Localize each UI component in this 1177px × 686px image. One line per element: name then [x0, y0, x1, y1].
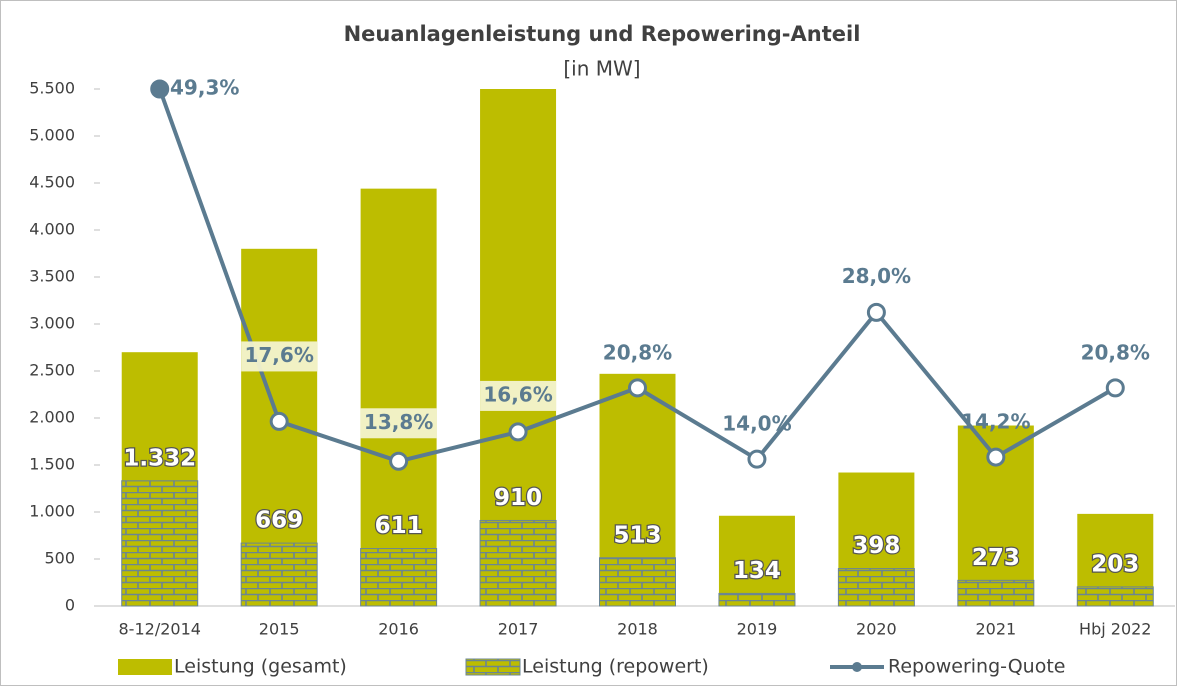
x-tick-label: 2017 [498, 620, 539, 639]
bar-repowered [599, 557, 676, 607]
label-box [360, 408, 437, 439]
point-quote [1105, 378, 1125, 398]
point-quote [986, 447, 1006, 467]
legend-swatch [852, 662, 862, 672]
bar-repowered [121, 480, 199, 607]
point-quote [389, 451, 409, 471]
line-label: 28,0% [842, 264, 911, 288]
bar-label: 203 [1091, 551, 1139, 577]
y-tick-label: 4.000 [29, 220, 75, 239]
y-tick-label: 3.000 [29, 314, 75, 333]
line-label: 49,3% [170, 76, 239, 100]
line-label: 13,8% [364, 410, 433, 434]
x-tick-label: 2015 [259, 620, 300, 639]
line-label: 20,8% [1081, 340, 1150, 364]
bar-total [360, 188, 437, 606]
bar-label: 273 [972, 545, 1020, 571]
x-tick-label: 2016 [378, 620, 419, 639]
line-label: 16,6% [483, 382, 552, 406]
bar-repowered [718, 592, 796, 607]
bar-repowered [240, 542, 318, 607]
y-tick-label: 500 [44, 549, 75, 568]
x-tick-label: Hbj 2022 [1079, 620, 1151, 639]
point-quote [508, 422, 528, 442]
y-tick-label: 2.000 [29, 408, 75, 427]
bar-label: 1.332 [123, 445, 196, 471]
point-quote [866, 302, 886, 322]
chart-subtitle: [in MW] [563, 57, 640, 81]
bar-repowered [360, 548, 438, 607]
x-tick-label: 2021 [975, 620, 1016, 639]
line-label: 14,0% [722, 412, 791, 436]
legend-label: Repowering-Quote [888, 656, 1065, 678]
y-tick-label: 2.500 [29, 361, 75, 380]
y-tick-label: 0 [65, 596, 75, 615]
legend-label: Leistung (repowert) [522, 656, 709, 678]
bar-label: 669 [255, 508, 303, 534]
legend-swatch [465, 658, 521, 676]
x-tick-label: 2020 [856, 620, 897, 639]
x-tick-label: 8-12/2014 [119, 620, 201, 639]
y-tick-label: 4.500 [29, 173, 75, 192]
y-tick-label: 5.500 [29, 79, 75, 98]
line-label: 14,2% [961, 410, 1030, 434]
bar-repowered [479, 519, 557, 607]
bar-label: 134 [733, 558, 781, 584]
y-tick-label: 5.000 [29, 126, 75, 145]
bar-label: 513 [613, 522, 661, 548]
bar-label: 398 [852, 533, 900, 559]
legend-swatch [118, 659, 172, 675]
bar-label: 910 [494, 485, 542, 511]
bar-label: 611 [375, 513, 423, 539]
y-tick-label: 1.500 [29, 455, 75, 474]
x-tick-label: 2018 [617, 620, 658, 639]
bar-total [718, 515, 795, 606]
bar-total [480, 89, 557, 606]
line-label: 20,8% [603, 340, 672, 364]
label-box [480, 380, 557, 411]
point-quote [628, 378, 647, 398]
bar-repowered [957, 579, 1035, 607]
point-quote [747, 449, 767, 469]
bar-repowered [1076, 586, 1154, 607]
y-tick-label: 3.500 [29, 267, 75, 286]
x-tick-label: 2019 [737, 620, 778, 639]
chart-title: Neuanlagenleistung und Repowering-Anteil [344, 22, 861, 46]
line-label: 17,6% [244, 343, 313, 367]
bar-repowered [837, 568, 915, 607]
legend-label: Leistung (gesamt) [174, 656, 347, 678]
y-tick-label: 1.000 [29, 502, 75, 521]
point-quote [269, 411, 289, 431]
point-quote [150, 79, 170, 99]
label-box [241, 341, 318, 372]
